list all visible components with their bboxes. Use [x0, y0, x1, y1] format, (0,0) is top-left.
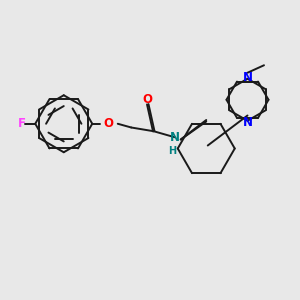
Text: N: N	[170, 131, 180, 144]
Text: F: F	[18, 117, 26, 130]
Text: N: N	[242, 116, 253, 129]
Text: N: N	[242, 71, 253, 84]
Text: O: O	[143, 93, 153, 106]
Text: O: O	[104, 117, 114, 130]
Text: H: H	[168, 146, 176, 156]
